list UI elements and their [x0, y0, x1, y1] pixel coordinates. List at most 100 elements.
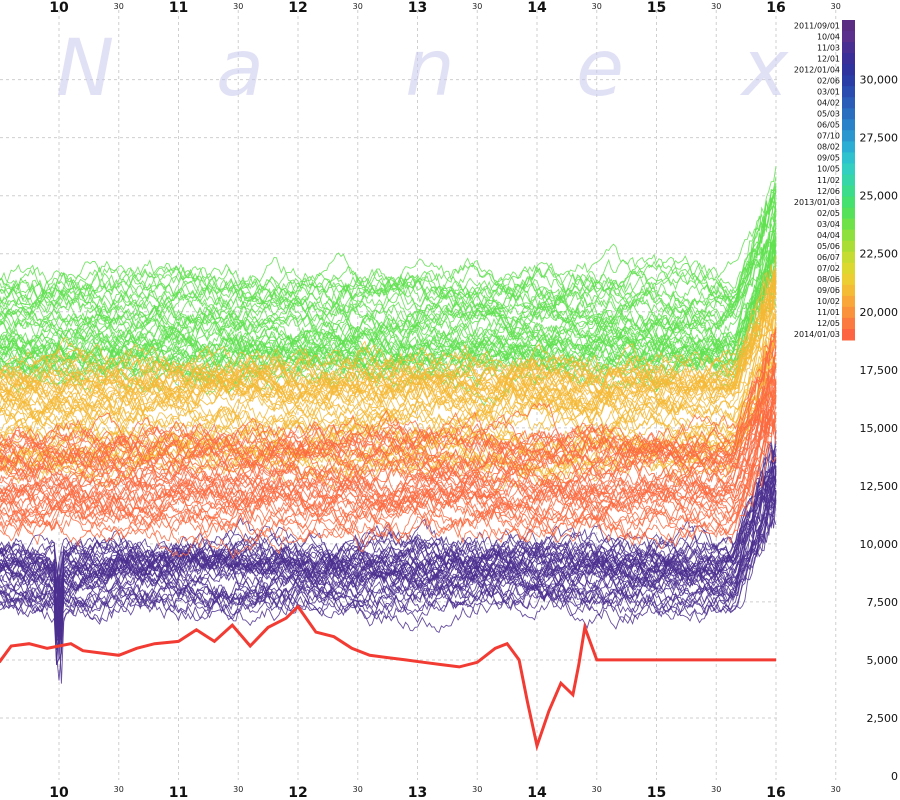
- legend-swatch: [842, 108, 855, 120]
- legend-swatch: [842, 196, 855, 209]
- series-line: [0, 338, 777, 442]
- series-line: [0, 197, 777, 317]
- legend-label: 05/06: [817, 242, 840, 251]
- series-line: [0, 243, 777, 371]
- legend-label: 04/04: [817, 231, 840, 240]
- x-tick-label: 30: [831, 785, 841, 794]
- series-line: [0, 474, 777, 645]
- x-tick-label: 30: [114, 2, 124, 11]
- series-line: [0, 474, 777, 606]
- x-tick-label: 30: [114, 785, 124, 794]
- series-line: [0, 313, 777, 420]
- legend-label: 08/06: [817, 275, 840, 284]
- x-tick-label: 30: [472, 2, 482, 11]
- x-tick-label: 14: [527, 785, 547, 800]
- series-line: [0, 190, 777, 310]
- y-tick-label: 25,000: [860, 190, 899, 203]
- y-tick-label: 22,500: [860, 248, 899, 261]
- legend-label: 12/06: [817, 187, 840, 196]
- series-line: [0, 389, 777, 508]
- x-tick-label: 11: [169, 785, 188, 800]
- legend-swatch: [842, 141, 855, 153]
- series-line: [0, 490, 777, 620]
- x-tick-label: 16: [766, 785, 785, 800]
- series-line: [0, 193, 777, 301]
- legend-label: 07/10: [817, 132, 840, 141]
- x-tick-label: 30: [233, 785, 243, 794]
- series-line: [0, 273, 777, 409]
- y-tick-label: 12,500: [860, 480, 899, 493]
- legend-label: 04/02: [817, 99, 840, 108]
- legend-swatch: [842, 306, 855, 319]
- series-line: [0, 243, 777, 363]
- legend-label: 2013/01/03: [794, 198, 840, 207]
- series-line: [0, 286, 777, 423]
- y-tick-label: 27,500: [860, 132, 899, 145]
- x-tick-label: 30: [711, 785, 721, 794]
- series-line: [0, 445, 777, 623]
- series-line: [0, 379, 777, 523]
- x-tick-label: 30: [353, 2, 363, 11]
- legend-swatch: [842, 42, 855, 54]
- legend-label: 06/05: [817, 121, 840, 130]
- legend-swatch: [842, 86, 855, 98]
- series-line: [0, 265, 777, 369]
- legend-label: 05/03: [817, 110, 840, 119]
- series-line: [0, 203, 777, 351]
- x-tick-label: 13: [408, 0, 427, 16]
- legend-label: 11/01: [817, 308, 840, 317]
- x-tick-label: 30: [353, 785, 363, 794]
- legend-swatch: [842, 97, 855, 109]
- series-line: [0, 176, 777, 318]
- x-tick-label: 10: [49, 0, 69, 16]
- legend-swatch: [842, 152, 855, 164]
- series-line: [0, 411, 777, 534]
- legend-swatch: [842, 273, 855, 286]
- y-tick-label: 30,000: [860, 74, 899, 87]
- legend-label: 07/02: [817, 264, 840, 273]
- y-tick-label: 10,000: [860, 538, 899, 551]
- x-tick-label: 30: [472, 785, 482, 794]
- legend-label: 09/06: [817, 286, 840, 295]
- series-line: [0, 295, 777, 419]
- y-tick-label: 5,000: [867, 654, 899, 667]
- x-tick-label: 15: [647, 785, 666, 800]
- series-line: [0, 495, 777, 666]
- x-tick-label: 14: [527, 0, 547, 16]
- series-line: [0, 516, 777, 665]
- legend: 2011/09/01 10/04 11/03 12/01 2012/01/04 02/06…: [794, 20, 855, 341]
- highlight-line: [0, 604, 776, 752]
- series-line: [0, 192, 777, 330]
- series-line: [0, 389, 777, 516]
- legend-swatch: [842, 229, 855, 242]
- x-tick-label: 30: [592, 2, 602, 11]
- x-tick-label: 30: [831, 2, 841, 11]
- legend-label: 11/03: [817, 43, 840, 52]
- series-line: [0, 458, 777, 602]
- x-axis-top: 10 30 11 30 12 30 13 30 14 30 15 30 16 30: [49, 0, 841, 16]
- legend-label: 10/02: [817, 297, 840, 306]
- series-line: [0, 366, 777, 470]
- legend-swatch: [842, 31, 855, 43]
- series-line: [0, 276, 777, 403]
- series-bands: [0, 166, 777, 684]
- series-line: [0, 478, 777, 628]
- watermark-letter: x: [739, 24, 789, 114]
- series-line: [0, 401, 777, 490]
- legend-label: 2012/01/04: [794, 65, 840, 74]
- series-line: [0, 392, 777, 525]
- series-line: [0, 351, 777, 480]
- series-line: [0, 459, 777, 642]
- legend-swatch: [842, 262, 855, 275]
- x-tick-label: 15: [647, 0, 666, 16]
- legend-swatch: [842, 119, 855, 131]
- legend-label: 08/02: [817, 143, 840, 152]
- legend-label: 11/02: [817, 176, 840, 185]
- legend-swatch: [842, 207, 855, 220]
- legend-swatch: [842, 53, 855, 65]
- legend-swatch: [842, 163, 855, 175]
- series-line: [0, 479, 777, 642]
- legend-swatch: [842, 75, 855, 87]
